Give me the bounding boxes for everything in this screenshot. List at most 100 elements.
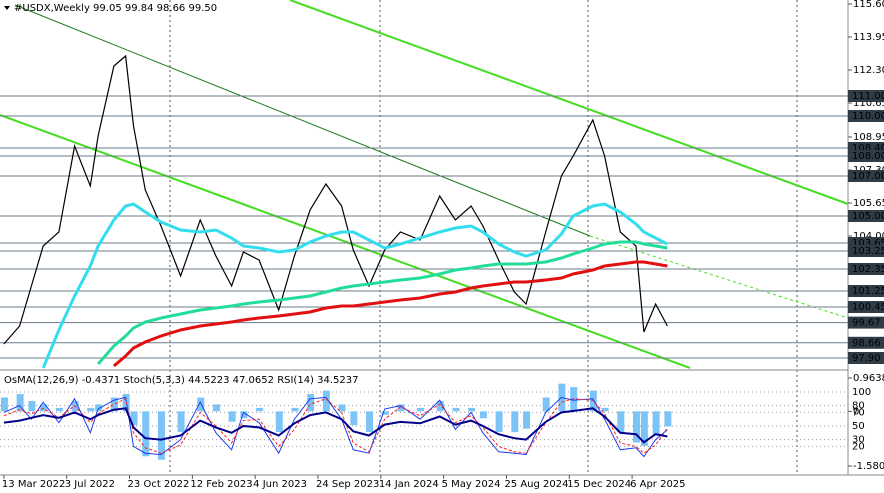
level-label: 97.90 [852, 353, 881, 364]
level-label: 110.00 [852, 111, 884, 122]
trend-line [14, 4, 591, 237]
y-tick-label: -1.5803 [853, 461, 884, 472]
osma-bar [130, 411, 138, 426]
menu-icon[interactable] [4, 6, 10, 10]
series-line [112, 260, 668, 368]
y-tick-label: 0.9638 [853, 373, 884, 384]
osma-bar [177, 411, 185, 433]
osma-bar [350, 411, 358, 426]
level-label-box [848, 352, 884, 364]
osma-bar [212, 404, 220, 412]
level-label: 103.25 [852, 246, 884, 257]
level-label-box [848, 210, 884, 222]
osma-bar [110, 397, 118, 412]
y-tick-label: 104.00 [853, 231, 884, 242]
osma-bar [523, 411, 531, 429]
osma-bar [197, 397, 205, 412]
series-line [3, 54, 668, 345]
osma-bar [157, 411, 165, 460]
x-tick-label: 5 May 2024 [442, 479, 501, 490]
y-tick-label: 115.60 [853, 0, 884, 10]
y-tick-label: 108.95 [853, 132, 884, 143]
osma-bar [307, 394, 315, 412]
level-label-box [848, 336, 884, 349]
x-tick-label: 13 Mar 2022 [2, 479, 65, 490]
osma-bar [322, 390, 330, 412]
x-tick-label: 24 Sep 2023 [316, 479, 379, 490]
osma-bar [28, 400, 36, 412]
osma-bar [640, 411, 648, 446]
level-label: 103.65 [852, 238, 884, 249]
indicator-title: OsMA(12,26,9) -0.4371 Stoch(5,3,3) 44.52… [4, 375, 359, 386]
osma-bar [417, 407, 425, 412]
osma-bar [275, 411, 283, 433]
osma-bar [228, 411, 236, 422]
osma-bar [452, 407, 460, 412]
osma-bar [366, 411, 374, 433]
osma-bar [617, 411, 625, 433]
y2-tick-label: 50 [852, 421, 865, 432]
y-tick-label: 110.65 [853, 98, 884, 109]
osma-bar [87, 407, 95, 412]
osma-bar [55, 407, 63, 412]
y-tick-label: 105.65 [853, 198, 884, 209]
level-label: 108.00 [852, 151, 884, 162]
osma-bar [95, 404, 103, 412]
osma-bar [542, 397, 550, 412]
layout [0, 0, 884, 476]
osma-bar [664, 411, 672, 427]
x-tick-label: 23 Oct 2022 [128, 479, 190, 490]
y2-tick-label: 30 [852, 435, 865, 446]
osma-bar [338, 404, 346, 412]
y-tick-label: 0 [853, 406, 859, 417]
y2-tick-label: 20 [852, 441, 865, 452]
x-tick-label: 3 Jul 2022 [65, 479, 115, 490]
level-label-box [848, 110, 884, 122]
level-label-box [848, 245, 884, 257]
level-label-box [848, 150, 884, 162]
level-label-box [848, 263, 884, 275]
level-label: 100.45 [852, 302, 884, 313]
x-tick-label: 25 Aug 2024 [504, 479, 568, 490]
level-label: 111.00 [852, 91, 884, 102]
level-label: 101.25 [852, 286, 884, 297]
level-label-box [848, 170, 884, 182]
osma-bar [381, 411, 389, 415]
series-line [3, 407, 668, 444]
y2-tick-label: 70 [852, 407, 865, 418]
osma-bar [652, 411, 660, 436]
osma-bar [291, 407, 299, 412]
chart-title: #USDX,Weekly 99.05 99.84 98.66 99.50 [14, 3, 217, 14]
osma-bar [240, 411, 248, 419]
x-tick-label: 12 Feb 2023 [190, 479, 252, 490]
level-label-box [848, 285, 884, 297]
osma-bar [40, 404, 48, 412]
series-line [3, 396, 668, 458]
level-label: 107.00 [852, 171, 884, 182]
series-line [96, 240, 668, 365]
series-line [41, 202, 669, 369]
x-tick-label: 4 Jun 2023 [253, 479, 307, 490]
level-label-box [848, 301, 884, 313]
level-label: 108.40 [852, 143, 884, 154]
osma-bar [436, 400, 444, 412]
osma-bar [256, 407, 264, 412]
series-line [3, 398, 668, 454]
osma-bar [16, 394, 24, 412]
osma-bar [397, 404, 405, 412]
x-tick-label: 14 Jan 2024 [379, 479, 439, 490]
level-label-box [848, 316, 884, 329]
osma-bar [479, 411, 487, 419]
osma-bar [495, 411, 503, 433]
level-label: 98.66 [852, 338, 881, 349]
y2-tick-label: 80 [852, 401, 865, 412]
trend-line [0, 114, 691, 369]
trend-line [289, 0, 849, 205]
osma-bar [142, 411, 150, 457]
osma-bar [601, 407, 609, 412]
x-tick-label: 15 Dec 2024 [567, 479, 631, 490]
osma-bar [511, 411, 519, 433]
y-tick-label: 113.95 [853, 32, 884, 43]
y-tick-label: 112.30 [853, 65, 884, 76]
osma-bar [633, 411, 640, 443]
